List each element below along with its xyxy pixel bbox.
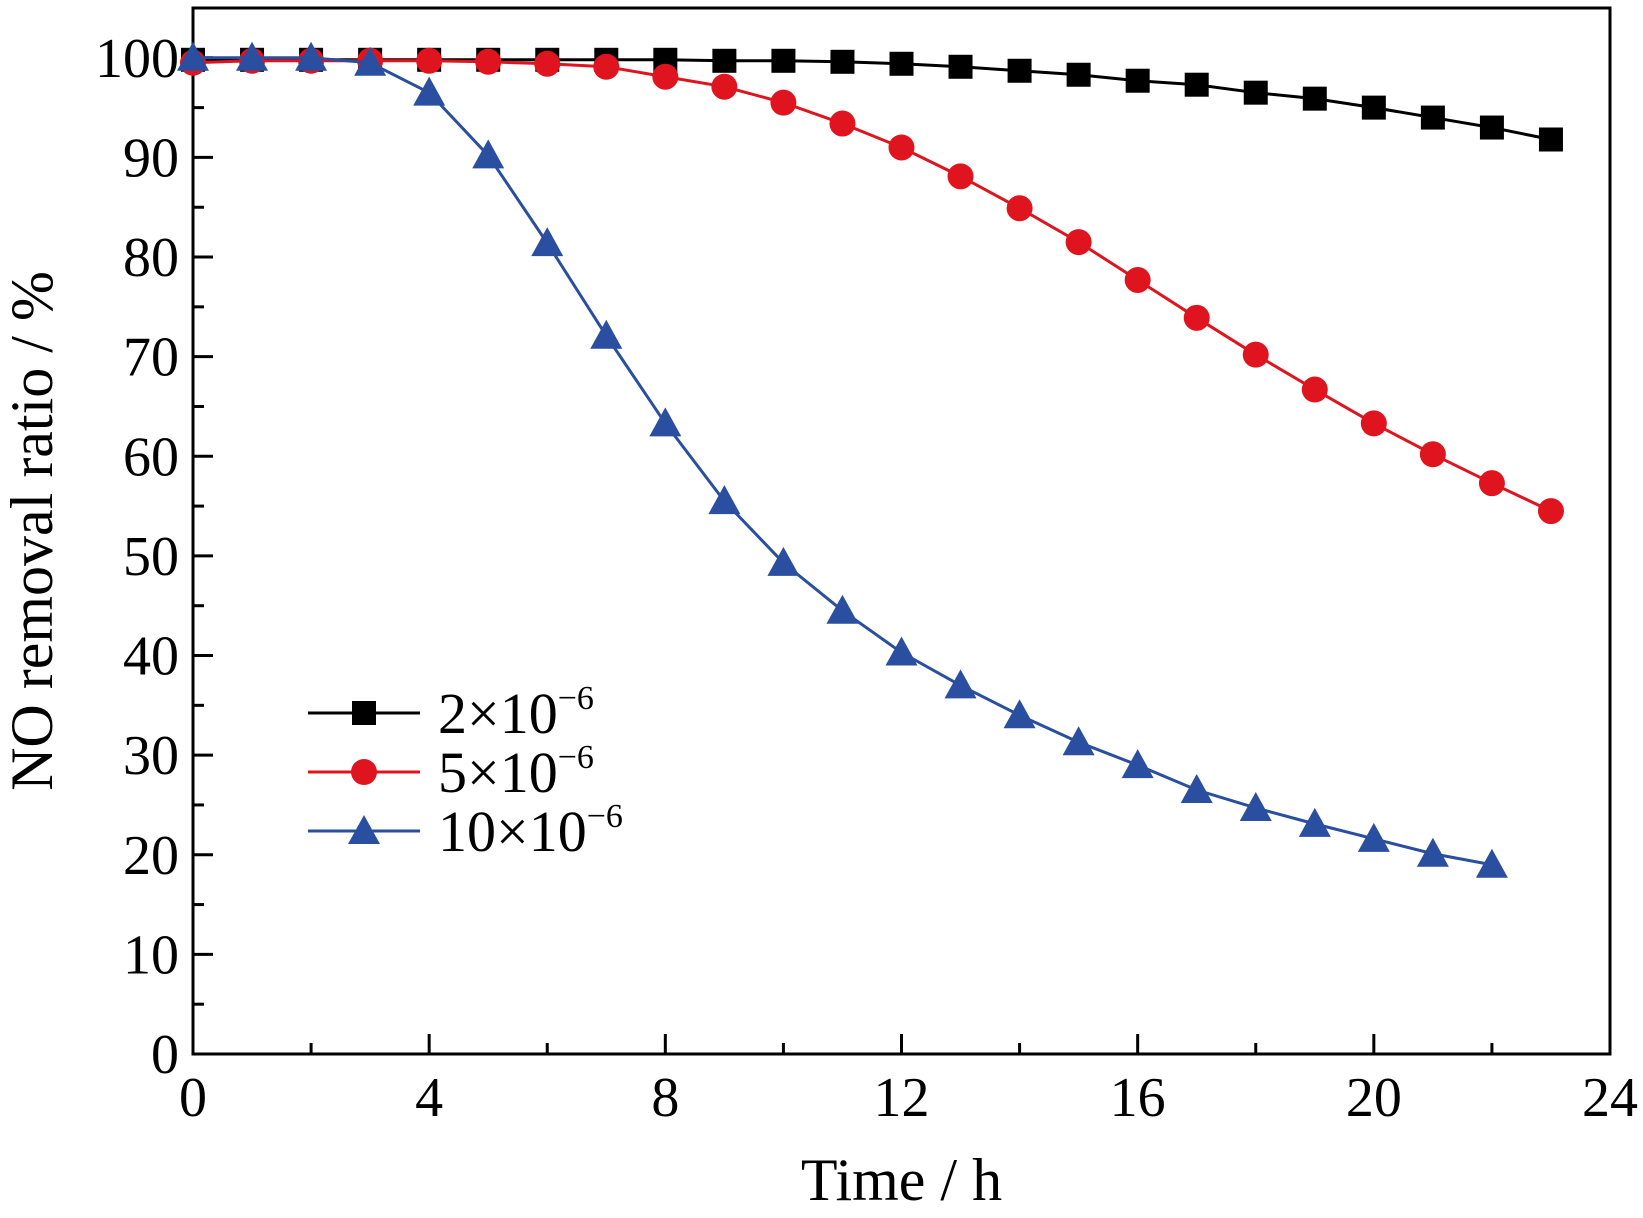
data-point xyxy=(1361,95,1386,120)
data-point xyxy=(1183,304,1210,331)
data-point xyxy=(1003,699,1036,729)
legend-label: 2×10−6 xyxy=(438,680,594,746)
plot-border xyxy=(191,6,1612,1056)
data-point xyxy=(711,73,738,100)
data-point xyxy=(236,41,269,71)
series-line xyxy=(192,59,1552,513)
data-point xyxy=(1360,410,1387,437)
y-tick-label: 0 xyxy=(151,1024,179,1086)
legend-marker xyxy=(348,815,380,844)
x-tick-label: 8 xyxy=(651,1067,679,1129)
data-point xyxy=(534,50,561,77)
data-point xyxy=(830,49,855,74)
data-point xyxy=(770,89,797,116)
data-point xyxy=(826,594,859,624)
series-triangle xyxy=(177,41,1508,878)
data-point xyxy=(1475,848,1508,878)
data-point xyxy=(531,227,564,257)
data-point xyxy=(888,134,915,161)
data-point xyxy=(416,47,443,74)
data-point xyxy=(1416,837,1449,867)
y-tick-label: 50 xyxy=(123,526,179,588)
data-point xyxy=(1478,470,1505,497)
data-point xyxy=(1180,774,1213,804)
data-point xyxy=(708,485,741,515)
series-line xyxy=(193,58,1552,141)
data-point xyxy=(1357,822,1390,852)
data-point xyxy=(1006,195,1033,222)
x-tick-label: 0 xyxy=(179,1067,207,1129)
x-axis-title: Time / h xyxy=(801,1147,1002,1213)
data-point xyxy=(948,54,973,79)
x-tick-label: 20 xyxy=(1346,1067,1402,1129)
y-tick-label: 40 xyxy=(123,626,179,688)
data-point xyxy=(889,51,914,76)
y-tick-label: 20 xyxy=(123,825,179,887)
data-point xyxy=(767,546,800,576)
legend-entry: 5×10−6 xyxy=(308,739,594,805)
data-point xyxy=(944,669,977,699)
y-tick-label: 60 xyxy=(123,426,179,488)
data-point xyxy=(771,48,796,73)
data-point xyxy=(177,41,209,71)
y-axis-title: NO removal ratio / % xyxy=(0,271,65,791)
y-tick-label: 30 xyxy=(123,725,179,787)
x-tick-label: 16 xyxy=(1110,1067,1166,1129)
y-tick-label: 80 xyxy=(123,227,179,289)
data-point xyxy=(1298,807,1331,837)
legend-entry: 2×10−6 xyxy=(308,680,594,746)
data-point xyxy=(1007,58,1032,83)
data-point xyxy=(295,41,328,71)
legend-entry: 10×10−6 xyxy=(308,798,623,864)
data-point xyxy=(649,407,682,437)
series-layer xyxy=(177,41,1564,878)
x-axis: 0 4 8 12 16 20 24 xyxy=(179,1034,1638,1129)
data-point xyxy=(1301,376,1328,403)
data-point xyxy=(590,319,623,349)
legend-marker xyxy=(352,701,376,725)
data-point xyxy=(1537,498,1564,525)
data-point xyxy=(1479,115,1504,140)
data-point xyxy=(885,636,918,666)
data-point xyxy=(829,110,856,137)
data-point xyxy=(1065,229,1092,256)
data-point xyxy=(413,76,446,106)
data-point xyxy=(1419,441,1446,468)
data-point xyxy=(472,139,505,169)
legend-label: 5×10−6 xyxy=(438,739,594,805)
y-tick-label: 100 xyxy=(95,28,179,90)
data-point xyxy=(1243,80,1268,105)
series-line xyxy=(193,56,1493,867)
legend: 2×10−65×10−610×10−6 xyxy=(308,680,623,864)
data-point xyxy=(1124,266,1151,293)
x-tick-label: 12 xyxy=(874,1067,930,1129)
data-point xyxy=(712,48,737,73)
x-tick-label: 4 xyxy=(415,1067,443,1129)
data-point xyxy=(1538,127,1563,152)
data-point xyxy=(475,48,502,75)
series-circle xyxy=(180,47,1564,525)
y-tick-label: 70 xyxy=(123,327,179,389)
data-point xyxy=(1066,62,1091,87)
data-point xyxy=(1062,726,1095,756)
data-point xyxy=(1420,105,1445,130)
data-point xyxy=(1242,341,1269,368)
plot-frame xyxy=(191,6,1612,1056)
data-point xyxy=(593,53,620,80)
y-tick-label: 10 xyxy=(123,924,179,986)
data-point xyxy=(652,63,679,90)
data-point xyxy=(354,46,387,76)
y-tick-label: 90 xyxy=(123,127,179,189)
data-point xyxy=(947,163,974,190)
x-tick-label: 24 xyxy=(1582,1067,1638,1129)
data-point xyxy=(1184,72,1209,97)
legend-label: 10×10−6 xyxy=(438,798,623,864)
y-axis: 0 10 20 30 40 50 60 70 80 90 100 xyxy=(95,28,213,1086)
data-point xyxy=(1302,86,1327,111)
data-point xyxy=(1125,68,1150,93)
legend-marker xyxy=(351,759,377,785)
data-point xyxy=(1121,749,1154,779)
data-point xyxy=(1239,791,1272,821)
